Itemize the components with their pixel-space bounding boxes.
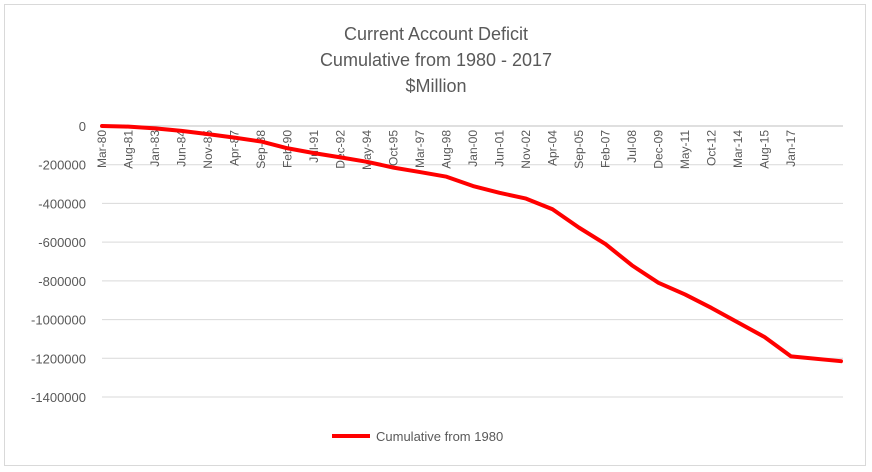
- series-lines: [100, 124, 843, 364]
- x-tick-label: Jul-91: [307, 130, 321, 163]
- x-tick-label: Jan-00: [466, 130, 480, 167]
- legend-label: Cumulative from 1980: [376, 429, 503, 444]
- y-tick-label: -600000: [38, 235, 86, 250]
- y-tick-label: 0: [79, 119, 86, 134]
- x-tick-label: Jul-08: [625, 130, 639, 163]
- x-tick-label: Mar-80: [95, 130, 109, 168]
- x-tick-label: May-11: [678, 130, 692, 169]
- chart-frame: [4, 4, 866, 466]
- x-tick-label: Mar-14: [731, 130, 745, 168]
- x-tick-label: Nov-85: [201, 130, 215, 169]
- x-tick-label: Apr-04: [546, 130, 560, 166]
- chart-title: Current Account Deficit Cumulative from …: [320, 24, 552, 96]
- y-tick-label: -800000: [38, 274, 86, 289]
- x-tick-label: Aug-15: [758, 130, 772, 169]
- x-tick-label: Dec-92: [334, 130, 348, 169]
- x-tick-label: Oct-12: [705, 130, 719, 166]
- chart-title-line-1: Current Account Deficit: [344, 24, 528, 44]
- legend: Cumulative from 1980: [332, 429, 503, 444]
- x-tick-label: Feb-07: [599, 130, 613, 168]
- gridlines: [102, 125, 843, 398]
- y-tick-label: -1000000: [31, 313, 86, 328]
- x-tick-label: Dec-09: [652, 130, 666, 169]
- y-tick-label: -1200000: [31, 351, 86, 366]
- x-tick-label: Jun-84: [175, 130, 189, 167]
- x-tick-label: Mar-97: [413, 130, 427, 168]
- x-tick-label: Sep-88: [254, 130, 268, 169]
- chart-unit-line: $Million: [405, 76, 466, 96]
- x-tick-label: Jan-17: [784, 130, 798, 167]
- x-tick-label: Aug-81: [122, 130, 136, 169]
- y-axis-tick-labels: 0 -200000 -400000 -600000 -800000 -1000000 -12…: [31, 119, 86, 405]
- x-tick-label: Sep-05: [572, 130, 586, 169]
- chart-subtitle-line: Cumulative from 1980 - 2017: [320, 50, 552, 70]
- x-axis-tick-labels: Mar-80 Aug-81 Jan-83 Jun-84 Nov-85 Apr-87 Sep-…: [95, 130, 798, 170]
- x-tick-label: Nov-02: [519, 130, 533, 169]
- y-tick-label: -400000: [38, 196, 86, 211]
- y-tick-label: -200000: [38, 158, 86, 173]
- x-tick-label: Oct-95: [387, 130, 401, 166]
- x-tick-label: Jan-83: [148, 130, 162, 167]
- series-line-0: [100, 124, 843, 364]
- y-tick-label: -1400000: [31, 390, 86, 405]
- x-tick-label: Jun-01: [493, 130, 507, 167]
- x-tick-label: Aug-98: [440, 130, 454, 169]
